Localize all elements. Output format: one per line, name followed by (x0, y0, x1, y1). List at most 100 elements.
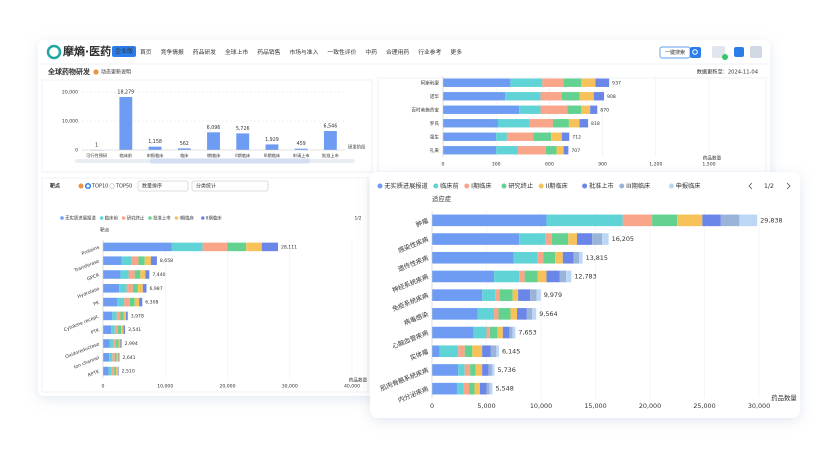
legend-label[interactable]: I期临床 (179, 215, 194, 222)
avatar[interactable] (750, 46, 762, 58)
control-label: 靶点 (50, 183, 60, 190)
value-label: 5,726 (236, 126, 250, 132)
pager-prev[interactable] (748, 182, 753, 190)
bar-segment (496, 146, 518, 155)
menu-item[interactable]: 一致性评价 (327, 48, 356, 56)
y-tick-label: 诺华 (430, 93, 440, 100)
control-label[interactable]: TOP50 (115, 184, 132, 190)
legend-label[interactable]: 批准上市 (153, 215, 171, 222)
legend-label[interactable]: 批准上市 (589, 182, 614, 190)
legend-label[interactable]: 临床前 (105, 215, 119, 222)
bar-segment (576, 233, 593, 245)
y-tick-label: GPCR (86, 272, 101, 283)
radio-off[interactable] (109, 183, 115, 189)
bar-segment (432, 326, 474, 339)
bar-segment (602, 233, 609, 245)
bar-segment (144, 256, 151, 265)
legend-label[interactable]: 研究终止 (508, 182, 533, 190)
update-date: 数据更新至：2024-11-04 (697, 68, 759, 76)
bar-segment (546, 214, 623, 227)
menu-item[interactable]: 全球上市 (225, 48, 248, 56)
bar-segment (109, 339, 113, 348)
radio-on[interactable] (84, 182, 92, 190)
bar-segment (137, 284, 143, 293)
menu-item[interactable]: 中药 (365, 48, 377, 56)
menu-item[interactable]: 竞争情报 (161, 48, 184, 56)
badge: 企业版 (115, 47, 133, 55)
panel-stage (41, 79, 373, 173)
y-tick-label: 百时美施贵宝 (411, 106, 439, 113)
x-tick-label: 30,000 (748, 402, 770, 410)
bar (294, 148, 308, 150)
menu-item[interactable]: 市场与准入 (289, 48, 318, 56)
legend-label[interactable]: 申报临床 (676, 182, 701, 190)
bar-segment (559, 270, 567, 283)
menu-item[interactable]: 药品研发 (193, 48, 216, 56)
y-axis-title: 适应症 (432, 194, 452, 203)
legend-pager: 1/2 (354, 216, 361, 222)
select-sort[interactable] (137, 180, 189, 192)
total-label: 3,978 (131, 313, 144, 319)
legend-label[interactable]: II期临床 (206, 215, 222, 222)
scrollbar-thumb[interactable] (150, 158, 310, 164)
search-button[interactable] (690, 47, 701, 58)
control-label[interactable]: TOP10 (91, 184, 108, 190)
total-label: 2,510 (122, 369, 135, 375)
bar-segment (529, 119, 553, 128)
icon-a[interactable] (712, 46, 725, 58)
bar-segment (496, 345, 499, 358)
search-text[interactable]: 一键搜索 (665, 49, 685, 56)
legend-label[interactable]: II期临床 (546, 182, 568, 190)
menu-item[interactable]: 首页 (140, 48, 152, 56)
control-label[interactable]: 分类统计 (196, 183, 216, 190)
y-tick-label: 强生 (430, 133, 440, 140)
icon-b[interactable] (734, 47, 744, 57)
x-tick-label: 300 (492, 162, 501, 168)
bar-segment (123, 311, 127, 321)
value-label: 459 (297, 141, 306, 147)
bar-segment (561, 132, 570, 141)
total-label: 16,205 (612, 235, 634, 243)
pager-next[interactable] (786, 182, 791, 190)
x-tick-label: 10,000 (530, 402, 552, 410)
legend-label[interactable]: I期临床 (471, 182, 491, 190)
bar-segment (443, 119, 498, 128)
bar-segment (111, 325, 115, 334)
y-tick-label: 阿斯利康 (421, 79, 440, 86)
legend-label[interactable]: 研究终止 (127, 215, 145, 222)
bar-segment (489, 326, 498, 339)
bar-segment (103, 242, 172, 252)
bar-segment (470, 364, 476, 376)
bar-segment (114, 353, 117, 362)
bar-segment (652, 214, 678, 227)
bar (119, 96, 133, 150)
x-tick-label: I期临床 (207, 152, 222, 159)
bar-segment (118, 353, 120, 362)
bar-segment (551, 132, 562, 141)
bar-segment (103, 325, 112, 334)
menu-item[interactable]: 合理用药 (386, 48, 409, 56)
legend-label[interactable]: 临床前 (440, 182, 459, 190)
legend-label[interactable]: III期临床 (626, 182, 650, 190)
x-axis-title: 药品数量 (703, 155, 722, 162)
bar-segment (443, 105, 520, 114)
bar-segment (432, 382, 458, 395)
y-tick-label: 礼来 (430, 147, 440, 154)
bar-segment (114, 325, 118, 334)
menu-item[interactable]: 药品销售 (257, 48, 280, 56)
bar-segment (510, 78, 543, 87)
menu-item[interactable]: 更多 (450, 48, 462, 56)
menu-item[interactable]: 行业参考 (418, 48, 441, 56)
bar-segment (120, 311, 124, 321)
bar-segment (469, 382, 475, 395)
select-category[interactable] (191, 180, 269, 192)
bar-segment (568, 233, 577, 245)
bar-segment (112, 353, 115, 362)
control-label[interactable]: 数量排序 (142, 183, 162, 190)
x-tick-label: 0 (442, 162, 445, 168)
legend-label[interactable]: 无实质进展报道 (65, 215, 96, 222)
bar-segment (545, 146, 557, 155)
x-tick-label: 40,000 (344, 384, 360, 390)
bar-segment (551, 233, 569, 245)
legend-label[interactable]: 无实质进展报道 (384, 182, 427, 190)
